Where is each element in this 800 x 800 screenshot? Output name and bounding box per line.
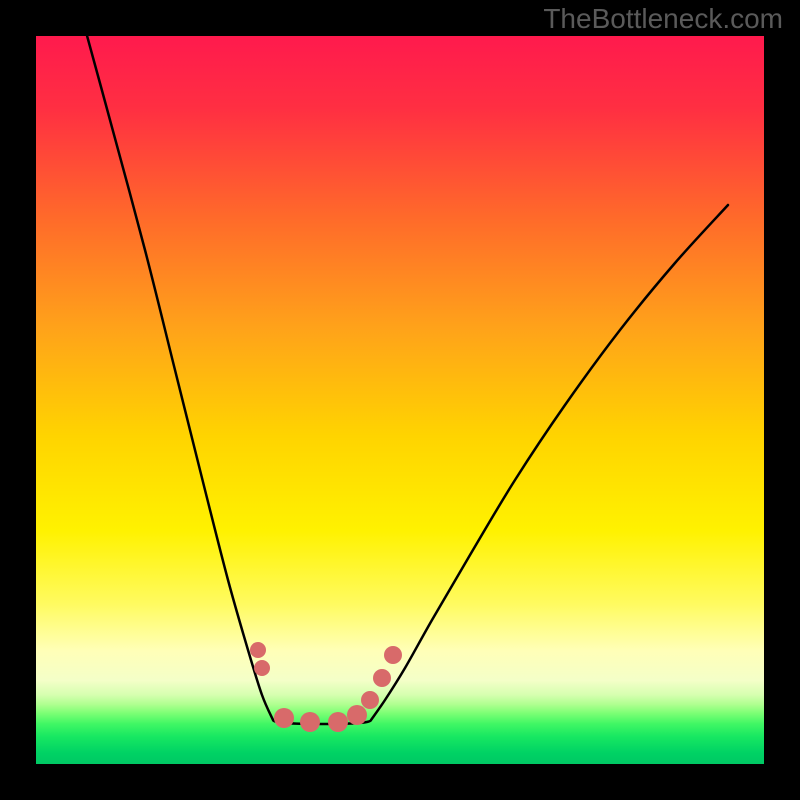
data-marker [300,712,320,732]
data-marker [254,660,270,676]
watermark-label: TheBottleneck.com [543,3,783,34]
data-marker [328,712,348,732]
data-marker [274,708,294,728]
data-marker [373,669,391,687]
data-marker [361,691,379,709]
data-marker [250,642,266,658]
data-marker [347,705,367,725]
data-marker [384,646,402,664]
